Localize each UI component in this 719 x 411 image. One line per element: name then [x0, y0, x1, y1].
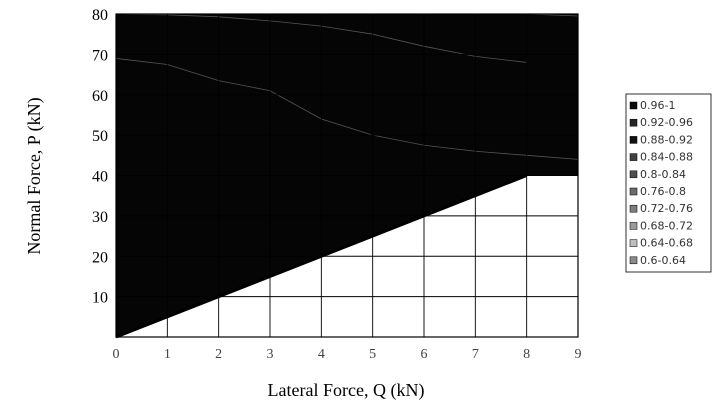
y-tick-label: 50	[92, 128, 108, 145]
isoline-2	[475, 14, 578, 17]
y-axis-ticks: 10 20 30 40 50 60 70 80	[92, 7, 108, 307]
x-axis-ticks: 0 1 2 3 4 5 6 7 8 9	[113, 347, 582, 362]
legend-swatch	[629, 153, 638, 161]
gridlines	[115, 13, 579, 339]
x-tick-label: 0	[113, 347, 120, 362]
x-tick-label: 8	[523, 347, 530, 362]
legend-label: 0.92-0.96	[640, 116, 693, 129]
legend-swatch	[629, 118, 638, 127]
x-tick-label: 3	[267, 347, 274, 362]
y-tick-label: 80	[92, 7, 108, 24]
legend-label: 0.6-0.64	[640, 254, 686, 267]
legend: 0.96-1 0.92-0.96 0.88-0.92 0.84-0.88 0.8-0.8…	[625, 93, 712, 273]
y-tick-label: 20	[92, 249, 108, 266]
x-tick-label: 1	[164, 347, 171, 362]
y-axis-label: Normal Force, P (kN)	[24, 97, 45, 254]
x-axis-label: Lateral Force, Q (kN)	[268, 380, 425, 401]
legend-swatch	[629, 187, 638, 196]
legend-swatch	[629, 256, 638, 265]
legend-swatch	[629, 222, 638, 230]
x-tick-label: 9	[575, 347, 582, 362]
x-tick-label: 7	[472, 347, 479, 362]
legend-swatch	[629, 136, 638, 144]
boundary-line	[115, 174, 528, 339]
legend-swatch	[629, 101, 638, 110]
legend-swatch	[629, 239, 638, 247]
legend-label: 0.72-0.76	[640, 202, 693, 215]
x-tick-label: 2	[215, 347, 222, 362]
legend-label: 0.96-1	[640, 99, 675, 112]
legend-label: 0.84-0.88	[640, 151, 693, 164]
y-tick-label: 10	[92, 290, 108, 307]
legend-swatch	[629, 204, 638, 213]
y-tick-label: 70	[92, 47, 108, 64]
legend-label: 0.88-0.92	[640, 133, 693, 146]
y-tick-label: 30	[92, 209, 108, 226]
legend-box	[625, 93, 712, 273]
legend-label: 0.8-0.84	[640, 168, 686, 181]
legend-label: 0.64-0.68	[640, 237, 693, 250]
y-tick-label: 60	[92, 88, 108, 105]
x-tick-label: 5	[369, 347, 376, 362]
legend-label: 0.76-0.8	[640, 185, 686, 198]
x-tick-label: 6	[421, 347, 428, 362]
isoline-0	[116, 58, 578, 160]
y-tick-label: 40	[92, 169, 108, 186]
plot-frame	[115, 13, 579, 338]
legend-label: 0.68-0.72	[640, 219, 693, 232]
legend-swatch	[629, 170, 638, 179]
x-tick-label: 4	[318, 347, 325, 362]
